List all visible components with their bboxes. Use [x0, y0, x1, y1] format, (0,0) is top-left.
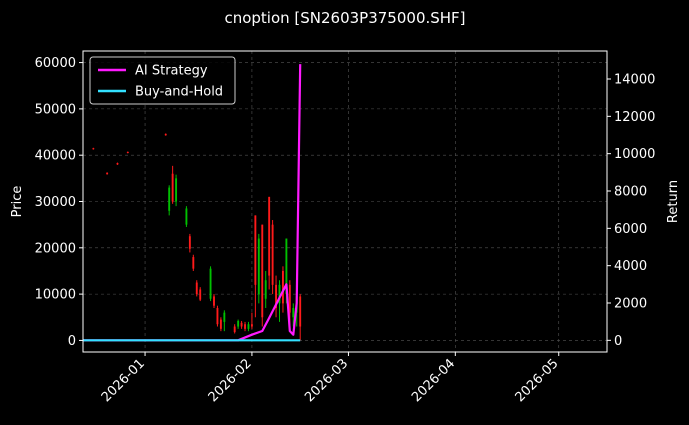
candle-body	[199, 289, 202, 300]
candle-body	[92, 148, 95, 150]
candle-down	[271, 220, 274, 295]
y-right-tick-label: 14000	[614, 73, 655, 88]
candle-down	[106, 172, 109, 175]
candle-body	[116, 163, 119, 165]
y-left-tick-label: 50000	[35, 102, 76, 117]
y-right-tick-label: 8000	[614, 185, 647, 200]
y-axis-label-right: Return	[666, 180, 681, 223]
candle-down	[299, 294, 302, 341]
candle-body	[275, 284, 278, 309]
candle-down	[250, 312, 253, 329]
candle-body	[247, 324, 250, 329]
candle-body	[261, 224, 264, 318]
candle-body	[250, 324, 253, 327]
candle-body	[299, 296, 302, 327]
y-right-tick-label: 6000	[614, 222, 647, 237]
candle-up	[168, 185, 171, 216]
candle-body	[126, 151, 129, 153]
candle-down	[188, 233, 191, 253]
y-right-tick-label: 12000	[614, 110, 655, 125]
candle-body	[254, 215, 257, 285]
candle-layer	[92, 133, 302, 341]
candle-body	[257, 238, 260, 295]
candle-body	[233, 326, 236, 333]
y-left-tick-label: 0	[68, 334, 76, 349]
candle-body	[223, 312, 226, 322]
candle-down	[213, 294, 215, 309]
candle-down	[216, 305, 219, 327]
candle-up	[247, 321, 250, 332]
y-right-tick-label: 4000	[614, 259, 647, 274]
candle-body	[278, 284, 281, 304]
candle-down	[254, 215, 257, 318]
candle-down	[233, 324, 236, 334]
legend: AI Strategy Buy-and-Hold	[89, 56, 236, 105]
candle-down	[244, 321, 246, 332]
y-right-tick-label: 0	[614, 334, 622, 349]
candle-up	[237, 319, 240, 329]
candle-body	[219, 319, 222, 329]
candle-body	[213, 296, 215, 306]
candle-body	[268, 196, 271, 276]
candle-body	[168, 187, 171, 211]
y-left-tick-label: 20000	[35, 241, 76, 256]
candle-up	[185, 206, 188, 227]
candle-down	[275, 275, 278, 318]
candle-body	[106, 172, 109, 175]
ai-strategy-line	[83, 64, 302, 342]
legend-label-ai-strategy: AI Strategy	[135, 64, 208, 79]
candle-body	[175, 178, 178, 202]
candle-body	[216, 308, 219, 325]
candle-down	[164, 133, 167, 136]
y-left-tick-label: 40000	[35, 149, 76, 164]
candle-body	[171, 173, 174, 202]
line-layer	[83, 64, 302, 342]
candle-body	[237, 320, 240, 327]
candle-up	[257, 233, 260, 304]
y-left-tick-label: 10000	[35, 288, 76, 303]
chart-title: cnoption [SN2603P375000.SHF]	[224, 9, 465, 27]
candle-down	[192, 254, 195, 271]
candle-down	[171, 165, 174, 204]
candle-down	[199, 287, 202, 302]
candle-body	[264, 280, 267, 299]
candle-down	[261, 224, 264, 327]
legend-label-buy-and-hold: Buy-and-Hold	[135, 85, 223, 100]
candle-body	[292, 308, 295, 318]
candle-up	[278, 280, 281, 322]
candle-down	[240, 320, 243, 329]
candle-up	[292, 303, 295, 327]
candle-body	[192, 257, 195, 269]
candle-body	[281, 270, 284, 304]
candle-down	[219, 317, 222, 332]
candle-body	[271, 224, 274, 285]
candle-body	[195, 282, 198, 295]
candle-down	[268, 196, 271, 290]
candle-body	[209, 268, 212, 299]
candle-down	[92, 147, 95, 150]
candle-down	[195, 280, 198, 297]
candle-body	[244, 324, 246, 329]
candle-body	[185, 208, 188, 225]
candle-up	[209, 266, 212, 302]
candle-body	[285, 238, 288, 295]
legend-box	[89, 56, 236, 105]
candle-down	[116, 162, 119, 165]
candle-down	[126, 151, 129, 154]
y-left-tick-label: 60000	[35, 56, 76, 71]
y-right-tick-label: 2000	[614, 297, 647, 312]
y-left-tick-label: 30000	[35, 195, 76, 210]
y-axis-label-left: Price	[10, 186, 25, 218]
candle-body	[288, 284, 291, 313]
candle-body	[164, 133, 167, 136]
candle-body	[240, 322, 243, 327]
y-right-tick-label: 10000	[614, 147, 655, 162]
candle-body	[188, 236, 191, 249]
candle-up	[264, 270, 267, 309]
candle-up	[223, 310, 226, 332]
candle-up	[175, 174, 178, 207]
